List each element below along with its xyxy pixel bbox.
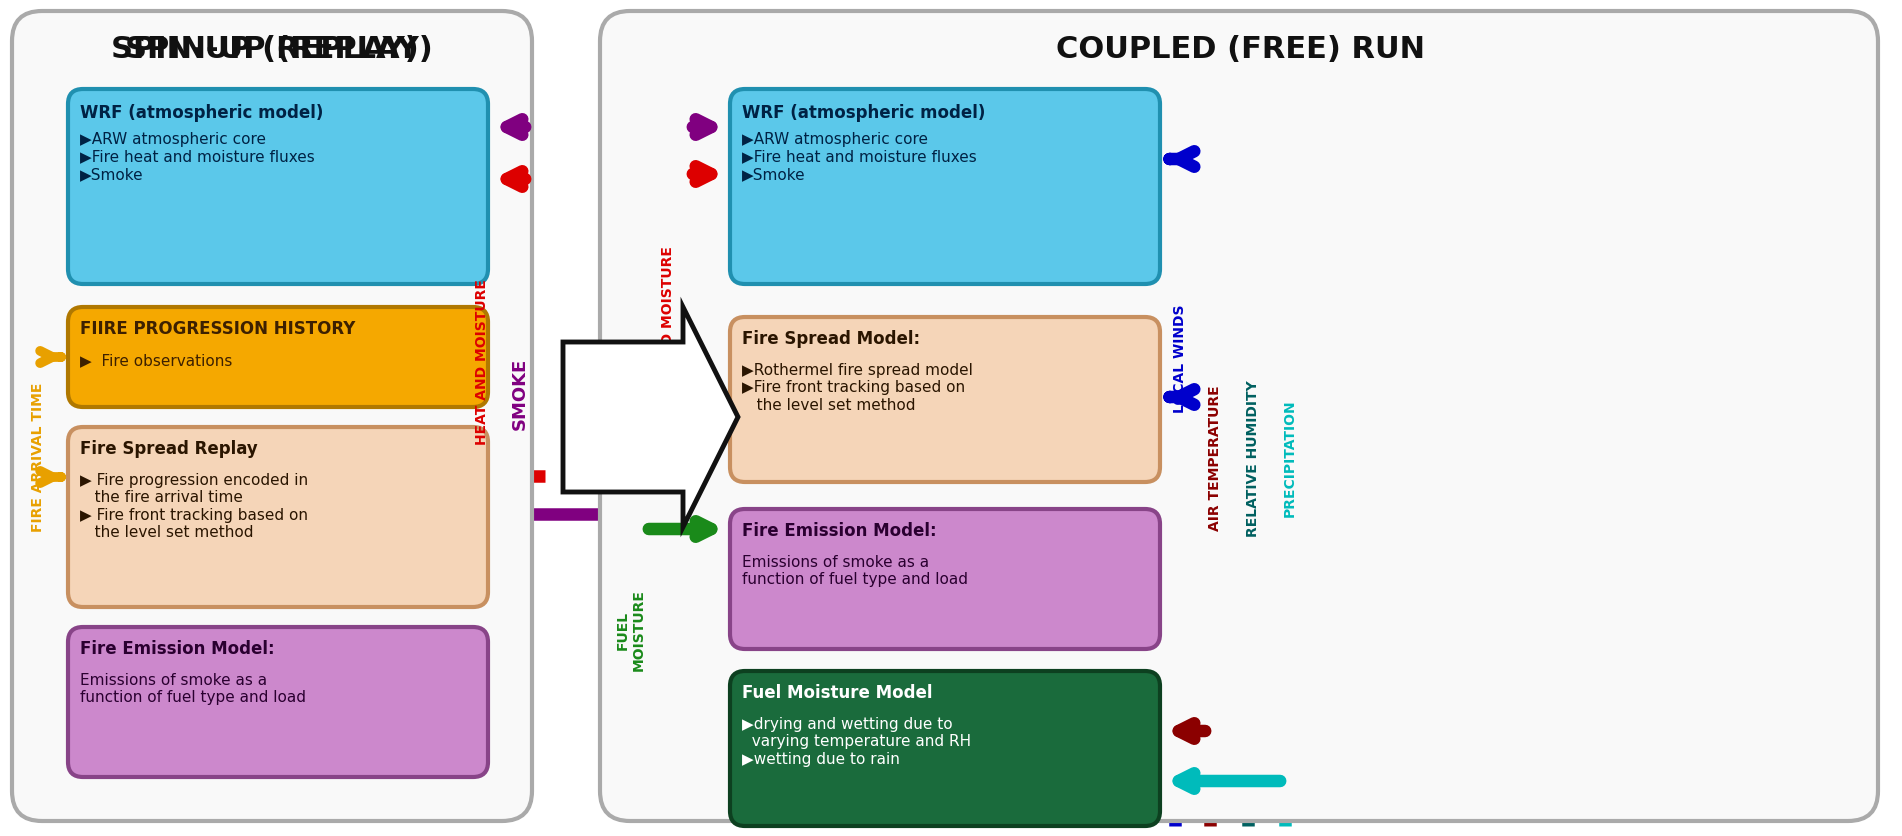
Text: SMOKE: SMOKE [512,358,529,430]
Text: COUPLED (FREE) RUN: COUPLED (FREE) RUN [1056,35,1425,64]
FancyBboxPatch shape [11,12,533,821]
Polygon shape [563,308,738,528]
Text: ▶ Fire progression encoded in
   the fire arrival time
▶ Fire front tracking bas: ▶ Fire progression encoded in the fire a… [80,472,308,539]
Text: ▶ARW atmospheric core
▶Fire heat and moisture fluxes
▶Smoke: ▶ARW atmospheric core ▶Fire heat and moi… [742,132,978,181]
Text: SMOKE: SMOKE [696,350,713,422]
FancyBboxPatch shape [68,627,489,777]
Text: LOCAL WINDS: LOCAL WINDS [1174,304,1187,412]
Text: SPIN-UP (REPLAY): SPIN-UP (REPLAY) [110,35,418,64]
Text: Emissions of smoke as a
function of fuel type and load: Emissions of smoke as a function of fuel… [80,672,306,705]
Text: ▶drying and wetting due to
  varying temperature and RH
▶wetting due to rain: ▶drying and wetting due to varying tempe… [742,716,972,766]
Text: SMOKE: SMOKE [616,387,630,448]
FancyBboxPatch shape [730,509,1160,650]
FancyBboxPatch shape [68,308,489,407]
Text: Fire Emission Model:: Fire Emission Model: [80,640,274,657]
Text: FIRE ARRIVAL TIME: FIRE ARRIVAL TIME [30,382,46,532]
Text: HEAT AND MOISTURE: HEAT AND MOISTURE [662,246,675,411]
Text: SPIN-UP (REPLAY): SPIN-UP (REPLAY) [126,35,434,64]
Text: HEAT AND MOISTURE: HEAT AND MOISTURE [476,279,489,445]
Text: ▶ARW atmospheric core
▶Fire heat and moisture fluxes
▶Smoke: ▶ARW atmospheric core ▶Fire heat and moi… [80,132,314,181]
FancyBboxPatch shape [730,671,1160,826]
Text: AIR TEMPERATURE: AIR TEMPERATURE [1208,385,1221,531]
FancyBboxPatch shape [68,90,489,285]
FancyBboxPatch shape [599,12,1877,821]
Text: WRF (atmospheric model): WRF (atmospheric model) [742,104,985,122]
FancyBboxPatch shape [730,90,1160,285]
Text: ▶  Fire observations: ▶ Fire observations [80,353,232,368]
Text: FUEL
MOISTURE: FUEL MOISTURE [616,589,647,670]
Text: Fire Emission Model:: Fire Emission Model: [742,522,936,539]
FancyBboxPatch shape [68,427,489,607]
Text: Emissions of smoke as a
function of fuel type and load: Emissions of smoke as a function of fuel… [742,554,968,587]
Text: Fuel Moisture Model: Fuel Moisture Model [742,683,932,701]
Text: RELATIVE HUMIDITY: RELATIVE HUMIDITY [1246,380,1259,536]
Text: FIIRE PROGRESSION HISTORY: FIIRE PROGRESSION HISTORY [80,319,356,338]
Text: PRECIPITATION: PRECIPITATION [1284,400,1297,517]
Text: Fire Spread Replay: Fire Spread Replay [80,440,259,457]
FancyBboxPatch shape [730,318,1160,482]
Text: WRF (atmospheric model): WRF (atmospheric model) [80,104,323,122]
Text: Fire Spread Model:: Fire Spread Model: [742,329,921,348]
Text: ▶Rothermel fire spread model
▶Fire front tracking based on
   the level set meth: ▶Rothermel fire spread model ▶Fire front… [742,363,974,412]
